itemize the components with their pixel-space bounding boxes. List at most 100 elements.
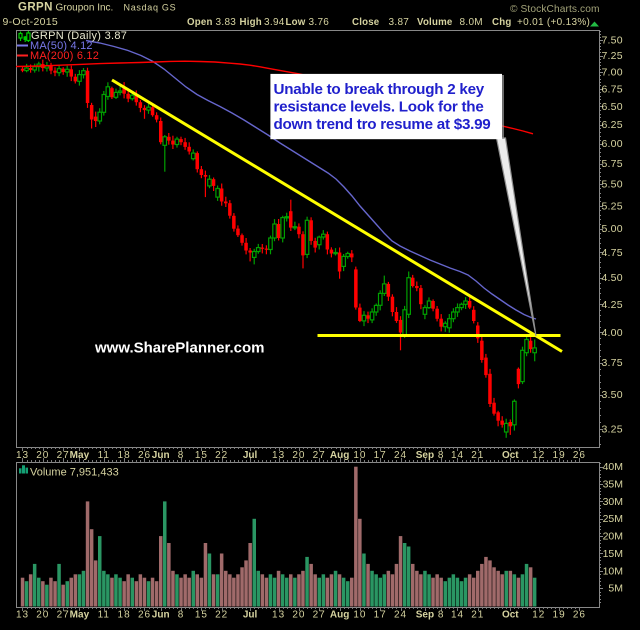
svg-text:12: 12	[532, 610, 545, 621]
svg-text:27: 27	[313, 450, 326, 461]
svg-text:GRPN (Daily) 3.87: GRPN (Daily) 3.87	[31, 30, 127, 42]
svg-text:Jun: Jun	[152, 450, 170, 461]
svg-text:21: 21	[471, 610, 484, 621]
svg-text:Jul: Jul	[243, 450, 258, 461]
svg-text:20: 20	[292, 610, 305, 621]
svg-text:8: 8	[438, 610, 445, 621]
svg-text:5.50: 5.50	[602, 179, 623, 191]
svg-text:www.SharePlanner.com: www.SharePlanner.com	[94, 340, 265, 357]
svg-text:27: 27	[57, 450, 70, 461]
svg-text:26: 26	[573, 610, 586, 621]
svg-text:resistance levels. Look for th: resistance levels. Look for the	[274, 99, 484, 116]
svg-text:8: 8	[438, 450, 445, 461]
svg-text:4.25: 4.25	[602, 299, 623, 311]
svg-text:21: 21	[471, 450, 484, 461]
svg-text:20M: 20M	[603, 531, 623, 543]
svg-text:18: 18	[118, 450, 131, 461]
svg-text:5.75: 5.75	[602, 158, 623, 170]
svg-text:Nasdaq GS: Nasdaq GS	[124, 3, 177, 13]
svg-text:7.50: 7.50	[602, 34, 623, 46]
svg-text:4.75: 4.75	[602, 247, 623, 259]
svg-text:26: 26	[573, 450, 586, 461]
svg-text:24: 24	[394, 610, 407, 621]
svg-text:6.00: 6.00	[602, 138, 623, 150]
svg-text:May: May	[70, 450, 90, 461]
svg-text:14: 14	[451, 610, 464, 621]
svg-text:15M: 15M	[603, 548, 623, 560]
svg-text:May: May	[70, 610, 90, 621]
svg-text:18: 18	[118, 610, 131, 621]
svg-text:Volume 7,951,433: Volume 7,951,433	[30, 467, 119, 479]
svg-text:20: 20	[292, 450, 305, 461]
svg-text:13: 13	[272, 610, 285, 621]
svg-text:25M: 25M	[603, 513, 623, 525]
svg-text:11: 11	[98, 610, 110, 621]
svg-text:3.76: 3.76	[309, 17, 330, 28]
svg-text:Jul: Jul	[243, 610, 258, 621]
svg-text:20: 20	[36, 610, 49, 621]
svg-text:Sep: Sep	[416, 450, 434, 461]
svg-text:Aug: Aug	[330, 450, 349, 461]
svg-text:14: 14	[451, 450, 464, 461]
svg-text:Volume: Volume	[417, 17, 453, 28]
svg-text:Low: Low	[286, 17, 306, 28]
svg-text:5M: 5M	[608, 583, 623, 595]
svg-text:10: 10	[353, 450, 366, 461]
svg-text:19: 19	[553, 450, 566, 461]
svg-text:3.87: 3.87	[389, 17, 410, 28]
svg-text:7.25: 7.25	[602, 50, 623, 62]
svg-text:40M: 40M	[603, 461, 623, 473]
svg-text:8: 8	[178, 450, 185, 461]
svg-text:MA(200) 6.12: MA(200) 6.12	[30, 50, 99, 62]
svg-text:MA(50) 4.12: MA(50) 4.12	[30, 40, 93, 52]
svg-text:6.75: 6.75	[602, 83, 623, 95]
svg-text:27: 27	[57, 610, 70, 621]
svg-text:Oct: Oct	[502, 450, 519, 461]
svg-text:3.50: 3.50	[602, 389, 623, 401]
svg-text:11: 11	[98, 450, 110, 461]
svg-text:17: 17	[374, 450, 387, 461]
svg-text:4.00: 4.00	[602, 327, 623, 339]
svg-text:15: 15	[195, 450, 208, 461]
svg-text:Open: Open	[187, 17, 213, 28]
svg-text:Jun: Jun	[152, 610, 170, 621]
svg-text:20: 20	[36, 450, 49, 461]
svg-text:Close: Close	[352, 17, 380, 28]
svg-text:10: 10	[353, 610, 366, 621]
svg-text:4.50: 4.50	[602, 272, 623, 284]
svg-text:8.0M: 8.0M	[460, 17, 483, 28]
svg-text:19: 19	[553, 610, 566, 621]
svg-text:9-Oct-2015: 9-Oct-2015	[3, 16, 59, 28]
svg-text:Aug: Aug	[330, 610, 349, 621]
svg-text:down trend tro resume at $3.99: down trend tro resume at $3.99	[274, 116, 491, 133]
svg-text:High: High	[240, 17, 262, 28]
svg-text:Unable to break through 2 key: Unable to break through 2 key	[274, 81, 485, 98]
svg-text:5.25: 5.25	[602, 200, 623, 212]
svg-text:3.83: 3.83	[216, 17, 237, 28]
svg-text:3.94: 3.94	[264, 17, 285, 28]
svg-text:22: 22	[215, 450, 228, 461]
svg-text:© StockCharts.com: © StockCharts.com	[510, 4, 600, 15]
svg-text:15: 15	[195, 610, 208, 621]
svg-text:Groupon Inc.: Groupon Inc.	[56, 3, 114, 14]
svg-text:Sep: Sep	[416, 610, 434, 621]
svg-text:24: 24	[394, 450, 407, 461]
svg-text:26: 26	[138, 450, 151, 461]
svg-text:8: 8	[178, 610, 185, 621]
svg-text:6.25: 6.25	[602, 119, 623, 131]
svg-text:Oct: Oct	[502, 610, 519, 621]
svg-text:6.50: 6.50	[602, 101, 623, 113]
svg-text:3.75: 3.75	[602, 357, 623, 369]
svg-text:13: 13	[16, 450, 29, 461]
svg-text:5.00: 5.00	[602, 223, 623, 235]
svg-text:10M: 10M	[603, 565, 623, 577]
svg-text:13: 13	[272, 450, 285, 461]
svg-text:13: 13	[16, 610, 29, 621]
svg-text:3.25: 3.25	[602, 424, 623, 436]
svg-text:7.00: 7.00	[602, 67, 623, 79]
svg-text:27: 27	[313, 610, 326, 621]
svg-text:17: 17	[374, 610, 387, 621]
svg-text:12: 12	[532, 450, 545, 461]
svg-text:+0.01 (+0.13%): +0.01 (+0.13%)	[517, 17, 590, 28]
svg-text:Chg: Chg	[492, 17, 511, 28]
